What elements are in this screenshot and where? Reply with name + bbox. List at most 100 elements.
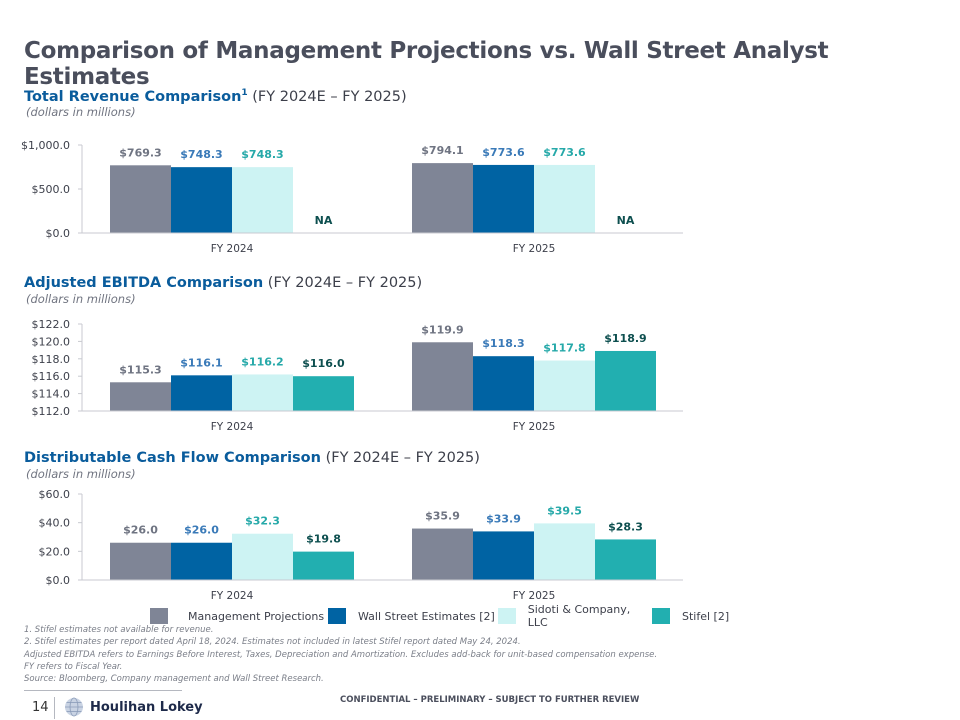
heading-range: (FY 2024E – FY 2025) xyxy=(247,88,407,105)
unit-label: (dollars in millions) xyxy=(26,105,136,119)
y-tick-label: $1,000.0 xyxy=(21,139,70,152)
legend: Management Projections Wall Street Estim… xyxy=(150,603,729,629)
y-tick-label: $40.0 xyxy=(39,517,71,530)
heading-text: Total Revenue Comparison xyxy=(24,88,242,105)
y-tick-label: $120.0 xyxy=(32,335,71,348)
bar xyxy=(534,523,595,580)
bar xyxy=(473,356,534,411)
bar xyxy=(595,539,656,580)
bar xyxy=(171,375,232,411)
y-tick-label: $0.0 xyxy=(46,227,71,240)
y-tick-label: $114.0 xyxy=(32,388,71,401)
y-tick-label: $116.0 xyxy=(32,370,71,383)
footnote: 2. Stifel estimates per report dated Apr… xyxy=(24,637,521,648)
data-label: $116.1 xyxy=(180,356,222,369)
bar xyxy=(412,342,473,411)
section-heading-revenue: Total Revenue Comparison1 (FY 2024E – FY… xyxy=(24,88,407,105)
data-label: $773.6 xyxy=(543,146,586,159)
y-tick-label: $0.0 xyxy=(46,574,71,587)
bar xyxy=(473,531,534,580)
y-tick-label: $118.0 xyxy=(32,353,71,366)
footnotes: 1. Stifel estimates not available for re… xyxy=(24,624,657,685)
bar xyxy=(232,374,293,411)
logo-text: Houlihan Lokey xyxy=(90,699,203,715)
company-logo: Houlihan Lokey xyxy=(64,697,203,717)
data-label: $28.3 xyxy=(608,520,643,533)
data-label: $119.9 xyxy=(421,323,463,336)
data-label: $116.2 xyxy=(241,355,283,368)
data-label: NA xyxy=(315,214,333,227)
data-label: $116.0 xyxy=(302,357,345,370)
footnote: FY refers to Fiscal Year. xyxy=(24,661,123,672)
bar xyxy=(534,164,595,233)
y-tick-label: $500.0 xyxy=(32,183,71,196)
bar xyxy=(412,163,473,233)
data-label: $773.6 xyxy=(482,146,525,159)
bar xyxy=(171,542,232,580)
page-title: Comparison of Management Projections vs.… xyxy=(24,38,829,90)
footnote-marker: 1 xyxy=(241,88,248,98)
footnote: Adjusted EBITDA refers to Earnings Befor… xyxy=(24,649,658,660)
bar xyxy=(534,360,595,411)
data-label: $32.3 xyxy=(245,515,280,528)
data-label: $26.0 xyxy=(123,524,158,537)
data-label: $748.3 xyxy=(241,148,283,161)
legend-label: Wall Street Estimates [2] xyxy=(358,609,495,623)
legend-label: Stifel [2] xyxy=(682,609,730,623)
bar xyxy=(110,382,171,411)
heading-range: (FY 2024E – FY 2025) xyxy=(320,450,480,466)
unit-label: (dollars in millions) xyxy=(26,292,136,306)
y-tick-label: $60.0 xyxy=(39,488,71,501)
bar xyxy=(293,376,354,411)
legend-label: Sidoti & Company, LLC xyxy=(527,603,631,629)
bar xyxy=(595,350,656,411)
unit-label: (dollars in millions) xyxy=(26,467,136,481)
footnote: Source: Bloomberg, Company management an… xyxy=(24,674,324,685)
section-heading-dcf: Distributable Cash Flow Comparison (FY 2… xyxy=(24,450,480,466)
heading-range: (FY 2024E – FY 2025) xyxy=(263,275,423,291)
data-label: $794.1 xyxy=(421,144,463,157)
data-label: NA xyxy=(617,214,635,227)
x-tick-label: FY 2024 xyxy=(211,421,254,433)
legend-swatch xyxy=(328,608,346,624)
bar xyxy=(110,165,171,233)
bar xyxy=(232,533,293,580)
data-label: $35.9 xyxy=(425,510,460,523)
bar xyxy=(293,551,354,580)
y-tick-label: $20.0 xyxy=(39,545,71,558)
bar xyxy=(171,167,232,233)
bar xyxy=(473,164,534,233)
x-tick-label: FY 2024 xyxy=(211,590,254,602)
legend-label: Management Projections xyxy=(188,609,325,623)
data-label: $39.5 xyxy=(547,504,582,517)
footer-separator xyxy=(54,697,55,719)
page-number: 14 xyxy=(32,700,49,715)
confidential-notice: CONFIDENTIAL – PRELIMINARY – SUBJECT TO … xyxy=(340,695,640,705)
data-label: $33.9 xyxy=(486,512,521,525)
x-tick-label: FY 2025 xyxy=(513,243,556,255)
x-tick-label: FY 2025 xyxy=(513,590,556,602)
globe-icon xyxy=(65,697,83,717)
legend-swatch xyxy=(652,608,670,624)
legend-swatch xyxy=(498,608,516,624)
data-label: $118.9 xyxy=(604,332,646,345)
footer-divider xyxy=(24,690,182,691)
y-tick-label: $122.0 xyxy=(32,318,71,331)
x-tick-label: FY 2024 xyxy=(211,243,254,255)
data-label: $769.3 xyxy=(119,146,161,159)
section-heading-ebitda: Adjusted EBITDA Comparison (FY 2024E – F… xyxy=(24,275,422,291)
data-label: $19.8 xyxy=(306,533,341,546)
legend-swatch xyxy=(150,608,168,624)
data-label: $748.3 xyxy=(180,148,222,161)
footnote: 1. Stifel estimates not available for re… xyxy=(24,625,214,635)
data-label: $118.3 xyxy=(482,337,524,350)
x-tick-label: FY 2025 xyxy=(513,421,556,433)
data-label: $117.8 xyxy=(543,342,585,355)
bar xyxy=(232,167,293,233)
bar xyxy=(412,528,473,580)
y-tick-label: $112.0 xyxy=(32,405,71,418)
bar xyxy=(110,542,171,580)
heading-text: Adjusted EBITDA Comparison xyxy=(24,275,264,291)
data-label: $115.3 xyxy=(119,363,161,376)
